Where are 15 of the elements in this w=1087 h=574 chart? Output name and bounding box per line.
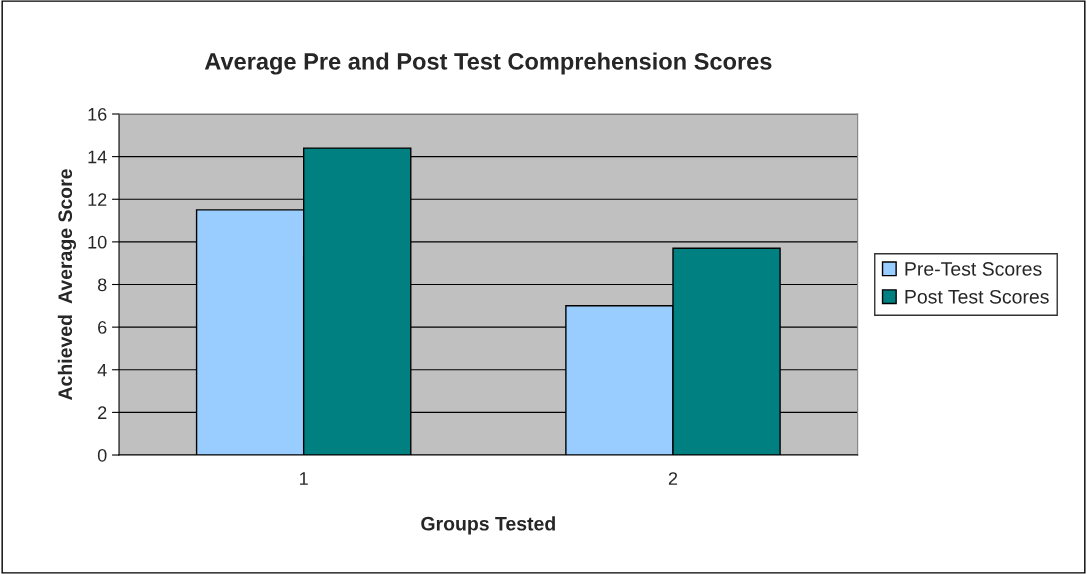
y-tick-label: 2 (98, 406, 107, 419)
legend-label: Post Test Scores (905, 289, 1049, 304)
y-tick-label: 0 (97, 448, 107, 462)
y-axis-title: Achieved Average Score (57, 169, 77, 401)
y-tick-label: 12 (88, 193, 107, 206)
y-tick-label: 16 (88, 107, 107, 121)
y-tick-label: 8 (97, 278, 107, 292)
x-tick-label: 1 (300, 472, 308, 485)
y-tick-label: 10 (88, 235, 107, 249)
y-tick-label: 6 (98, 321, 107, 334)
y-tick-label: 14 (88, 150, 107, 164)
y-tick-label: 4 (97, 363, 107, 377)
legend-label: Pre-Test Scores (905, 262, 1042, 276)
chart-title: Average Pre and Post Test Comprehension Scores (204, 52, 772, 75)
x-axis-title: Groups Tested (421, 516, 555, 535)
